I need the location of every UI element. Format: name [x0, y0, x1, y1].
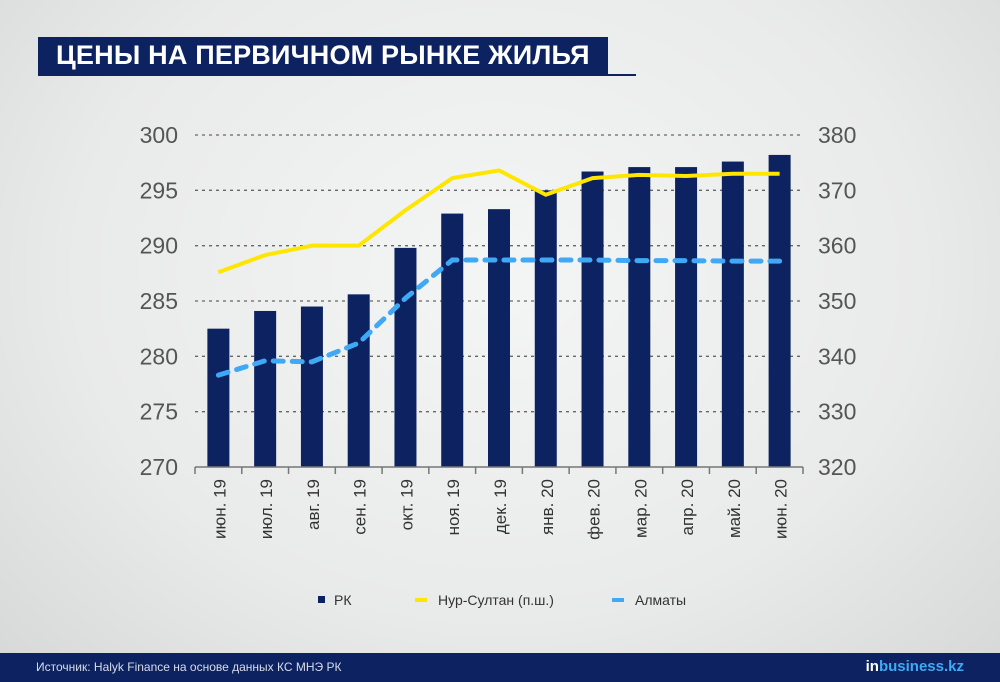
x-tick-label: дек. 19 — [491, 479, 510, 534]
y2-tick-label: 340 — [818, 343, 856, 369]
y2-tick-label: 350 — [818, 288, 856, 314]
x-tick-label: мар. 20 — [631, 479, 650, 538]
x-tick-label: июл. 19 — [257, 479, 276, 539]
x-tick-label: май. 20 — [725, 479, 744, 538]
x-tick-label: янв. 20 — [538, 479, 557, 535]
y2-tick-label: 360 — [818, 233, 856, 259]
footer: Источник: Halyk Finance на основе данных… — [0, 653, 1000, 682]
bar-rk — [207, 328, 230, 467]
bar-rk — [488, 209, 510, 467]
line-almaty — [215, 257, 783, 378]
logo-rest: business.kz — [878, 658, 964, 675]
bar-rk — [254, 310, 277, 467]
y2-tick-label: 380 — [818, 122, 856, 148]
y-tick-label: 275 — [140, 399, 178, 425]
legend-label: РК — [334, 592, 352, 608]
bar-rk — [628, 167, 651, 468]
logo-in: in — [865, 658, 879, 675]
y-tick-label: 295 — [140, 177, 178, 203]
y-tick-label: 270 — [140, 454, 178, 480]
bar-rk — [300, 306, 323, 467]
bar-rk — [394, 247, 417, 467]
y-tick-label: 290 — [140, 233, 178, 259]
bar-rk — [441, 213, 464, 467]
x-tick-label: ноя. 19 — [444, 479, 463, 535]
x-tick-label: июн. 20 — [772, 479, 791, 539]
y-tick-label: 285 — [140, 288, 178, 314]
line-nur-sultan — [217, 168, 780, 275]
bar-rk — [768, 154, 791, 468]
x-tick-label: апр. 20 — [678, 479, 697, 535]
bar-rk — [534, 190, 557, 468]
x-tick-label: сен. 19 — [351, 479, 370, 535]
bar-rk — [581, 171, 604, 467]
x-tick-label: фев. 20 — [585, 479, 604, 540]
legend-marker — [318, 596, 325, 603]
title-underline — [38, 74, 636, 76]
x-tick-label: окт. 19 — [397, 479, 416, 530]
bar-rk — [347, 294, 370, 467]
y-tick-label: 280 — [140, 343, 178, 369]
chart-title: ЦЕНЫ НА ПЕРВИЧНОМ РЫНКЕ ЖИЛЬЯ — [38, 37, 608, 74]
bar-rk — [721, 161, 744, 467]
logo[interactable]: inbusiness.kz — [866, 658, 964, 675]
y2-tick-label: 320 — [818, 454, 856, 480]
y2-tick-label: 330 — [818, 399, 856, 425]
y2-tick-label: 370 — [818, 177, 856, 203]
source-note: Источник: Halyk Finance на основе данных… — [36, 660, 342, 674]
y-tick-label: 300 — [140, 122, 178, 148]
bar-rk — [675, 167, 698, 468]
legend-label: Алматы — [635, 592, 686, 608]
x-tick-label: июн. 19 — [210, 479, 229, 539]
legend-label: Нур-Султан (п.ш.) — [438, 592, 554, 608]
x-tick-label: авг. 19 — [304, 479, 323, 530]
